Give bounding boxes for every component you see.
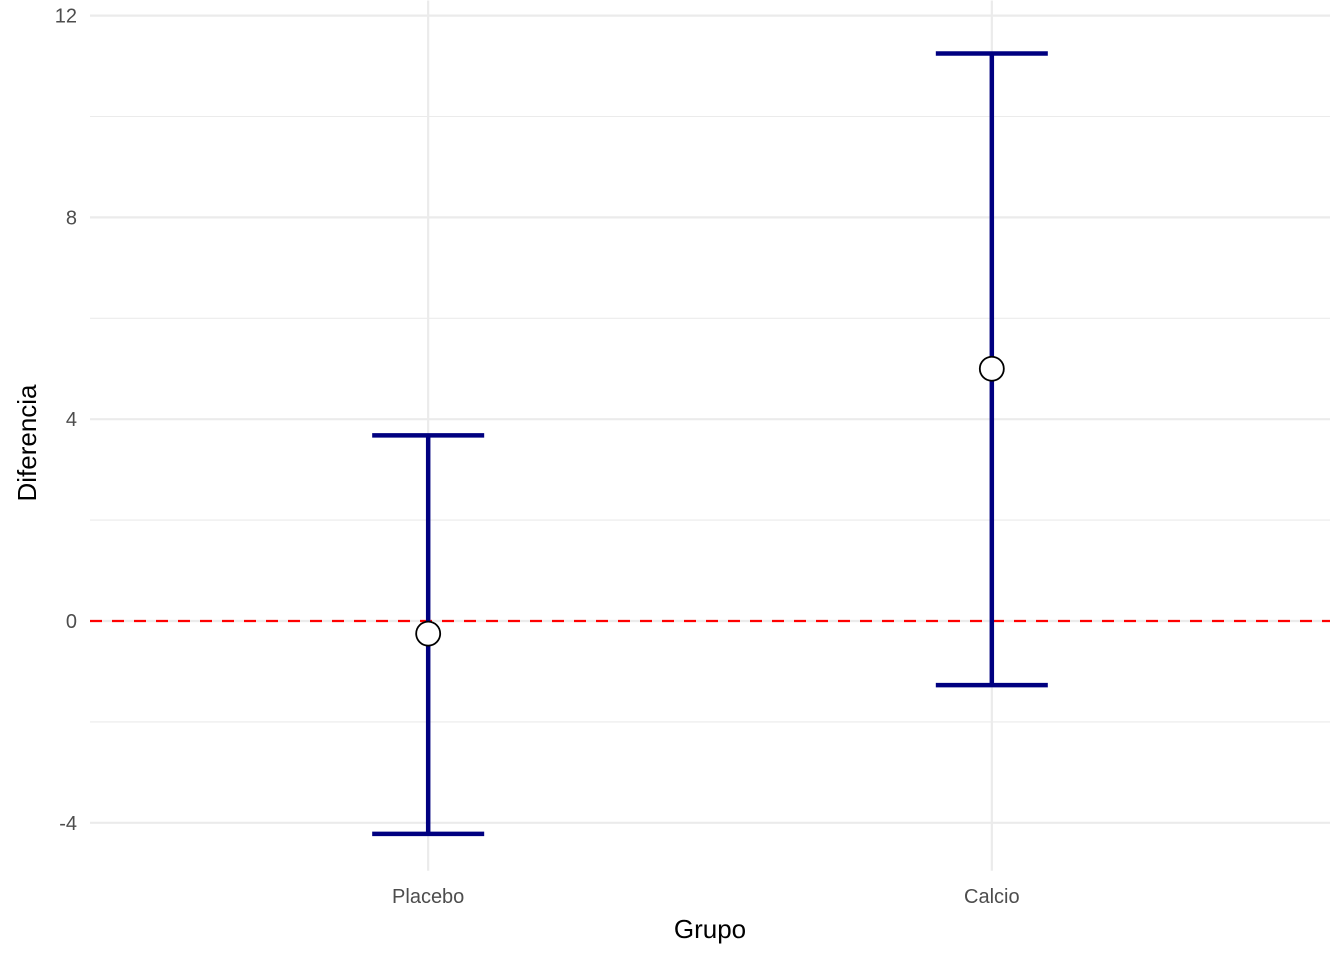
- y-tick-label: 4: [66, 409, 77, 431]
- mean-point: [978, 355, 1005, 382]
- y-tick-label: 12: [55, 6, 77, 28]
- mean-point: [415, 620, 442, 647]
- y-axis-ticks: -4 0 4 8 12: [55, 6, 77, 835]
- y-tick-label: 8: [66, 207, 77, 229]
- errorbars: [372, 51, 1048, 837]
- x-axis-label: Grupo: [674, 914, 746, 944]
- grid: [90, 0, 1330, 871]
- y-tick-label: -4: [59, 813, 77, 835]
- x-axis-ticks: Placebo Calcio: [392, 886, 1020, 908]
- y-axis-label: Diferencia: [12, 384, 42, 502]
- y-tick-label: 0: [66, 611, 77, 633]
- x-tick-label: Placebo: [392, 886, 464, 908]
- x-tick-label: Calcio: [964, 886, 1020, 908]
